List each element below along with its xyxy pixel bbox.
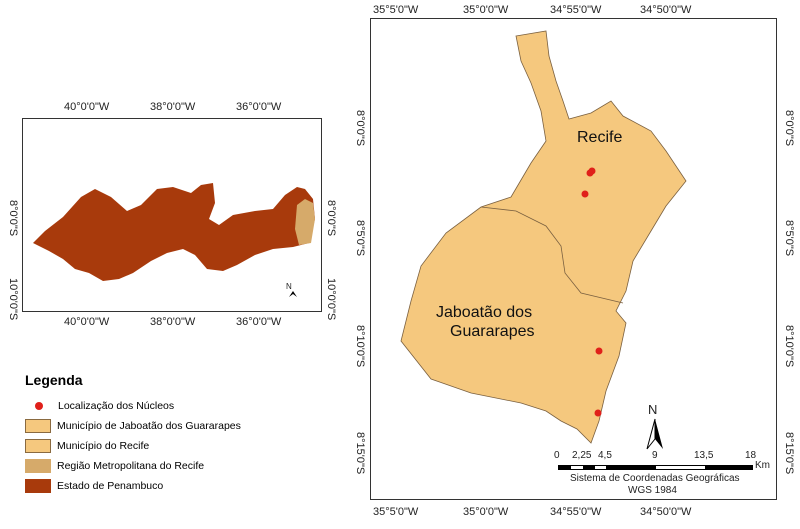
- inset-left-tick: 10°0'0"S: [7, 278, 19, 321]
- main-right-tick: 8°0'0"S: [783, 110, 795, 147]
- rmr-region: [295, 199, 315, 245]
- pernambuco-state: [33, 183, 315, 281]
- swatch: [25, 439, 51, 453]
- legend-item-rmr: Região Metropolitana do Recife: [25, 456, 241, 476]
- legend-title: Legenda: [25, 372, 83, 388]
- label-recife: Recife: [577, 129, 623, 146]
- north-arrow-icon: [646, 418, 663, 450]
- nucleus-point: [595, 347, 603, 355]
- inset-map-frame: [22, 118, 322, 312]
- north-arrow-icon: [289, 291, 297, 297]
- legend-label: Município do Recife: [57, 440, 150, 452]
- legend-label: Localização dos Núcleos: [58, 400, 175, 412]
- crs-line-2: WGS 1984: [628, 485, 677, 496]
- legend-label: Município de Jaboatão dos Guararapes: [57, 420, 241, 432]
- legend-item-recife: Município do Recife: [25, 436, 241, 456]
- scale-tick: 2,25: [572, 450, 592, 461]
- main-right-tick: 8°10'0"S: [783, 325, 795, 368]
- inset-top-tick: 36°0'0"W: [236, 101, 282, 113]
- main-bottom-tick: 35°0'0"W: [463, 506, 509, 518]
- inset-bottom-tick: 40°0'0"W: [64, 316, 110, 328]
- point-symbol: [35, 402, 43, 410]
- municipalities: [400, 30, 687, 444]
- scale-tick: 13,5: [694, 450, 714, 461]
- legend: Legenda Localização dos Núcleos Municípi…: [25, 372, 241, 496]
- inset-right-tick: 8°0'0"S: [325, 200, 337, 237]
- nucleus-point: [594, 409, 602, 417]
- main-map-frame: [370, 18, 777, 500]
- inset-bottom-tick: 38°0'0"W: [150, 316, 196, 328]
- inset-bottom-tick: 36°0'0"W: [236, 316, 282, 328]
- main-top-tick: 34°50'0"W: [640, 4, 692, 16]
- scale-tick: 18: [745, 450, 757, 461]
- main-right-tick: 8°15'0"S: [783, 432, 795, 475]
- main-bottom-tick: 34°55'0"W: [550, 506, 602, 518]
- inset-map: [33, 183, 315, 297]
- scale-tick: 9: [652, 450, 658, 461]
- main-top-tick: 35°5'0"W: [373, 4, 419, 16]
- main-left-tick: 8°5'0"S: [354, 220, 366, 257]
- inset-right-tick: 10°0'0"S: [325, 278, 337, 321]
- scale-tick: 0: [554, 450, 560, 461]
- main-left-tick: 8°10'0"S: [354, 325, 366, 368]
- north-label: N: [648, 402, 658, 417]
- scale-tick: 4,5: [598, 450, 612, 461]
- main-bottom-tick: 35°5'0"W: [373, 506, 419, 518]
- inset-north-label: N: [286, 282, 292, 291]
- legend-item-points: Localização dos Núcleos: [25, 396, 241, 416]
- main-left-tick: 8°15'0"S: [354, 432, 366, 475]
- main-bottom-tick: 34°50'0"W: [640, 506, 692, 518]
- municipal-border: [480, 206, 624, 304]
- legend-label: Região Metropolitana do Recife: [57, 460, 205, 472]
- scale-bar: [558, 465, 753, 470]
- nucleus-point: [586, 169, 594, 177]
- nucleus-point: [581, 190, 589, 198]
- swatch: [25, 479, 51, 493]
- inset-top-tick: 40°0'0"W: [64, 101, 110, 113]
- swatch: [25, 419, 51, 433]
- scale-unit: Km: [755, 460, 770, 471]
- main-top-tick: 34°55'0"W: [550, 4, 602, 16]
- main-right-tick: 8°5'0"S: [783, 220, 795, 257]
- main-top-tick: 35°0'0"W: [463, 4, 509, 16]
- legend-item-state: Estado de Penambuco: [25, 476, 241, 496]
- swatch: [25, 459, 51, 473]
- label-jaboatao-2: Guararapes: [450, 323, 535, 340]
- legend-item-jaboatao: Município de Jaboatão dos Guararapes: [25, 416, 241, 436]
- inset-top-tick: 38°0'0"W: [150, 101, 196, 113]
- label-jaboatao-1: Jaboatão dos: [436, 304, 533, 321]
- main-map: [400, 30, 753, 470]
- main-left-tick: 8°0'0"S: [354, 110, 366, 147]
- inset-left-tick: 8°0'0"S: [7, 200, 19, 237]
- crs-line-1: Sistema de Coordenadas Geográficas: [570, 473, 740, 484]
- legend-label: Estado de Penambuco: [57, 480, 164, 492]
